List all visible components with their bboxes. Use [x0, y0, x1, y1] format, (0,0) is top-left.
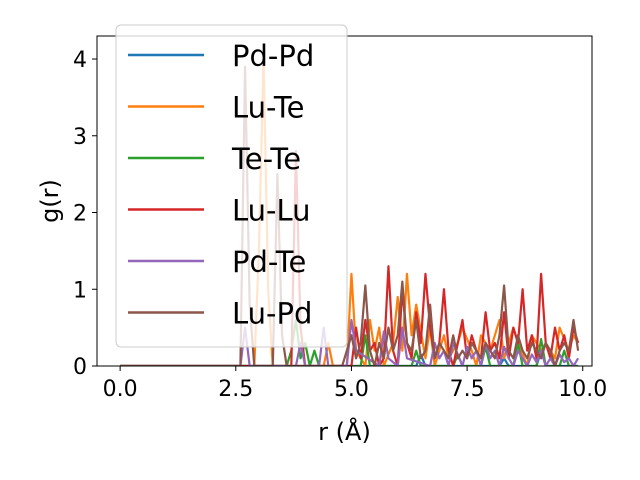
- legend-label: Pd-Te: [232, 245, 306, 279]
- x-tick-label: 2.5: [218, 377, 253, 402]
- x-axis-label: r (Å): [318, 417, 371, 446]
- x-tick-label: 0.0: [103, 377, 138, 402]
- y-axis-label: g(r): [36, 179, 64, 223]
- x-tick-label: 7.5: [450, 377, 485, 402]
- x-tick-label: 10.0: [558, 377, 607, 402]
- legend-label: Pd-Pd: [232, 39, 314, 73]
- legend-label: Te-Te: [231, 142, 301, 176]
- x-tick-label: 5.0: [334, 377, 369, 402]
- y-tick-label: 4: [73, 48, 87, 73]
- y-tick-label: 3: [73, 125, 87, 150]
- y-tick-label: 1: [73, 278, 87, 303]
- y-axis: 0 1 2 3 4: [73, 48, 97, 380]
- legend-label: Lu-Te: [232, 91, 304, 125]
- x-axis: 0.0 2.5 5.0 7.5 10.0: [103, 366, 607, 402]
- y-tick-label: 2: [73, 202, 87, 227]
- legend: Pd-Pd Lu-Te Te-Te Lu-Lu Pd-Te Lu-Pd: [115, 24, 348, 348]
- legend-label: Lu-Pd: [232, 297, 312, 331]
- y-tick-label: 0: [73, 355, 87, 380]
- series-line-lu-pd: [120, 65, 580, 366]
- legend-label: Lu-Lu: [232, 194, 311, 228]
